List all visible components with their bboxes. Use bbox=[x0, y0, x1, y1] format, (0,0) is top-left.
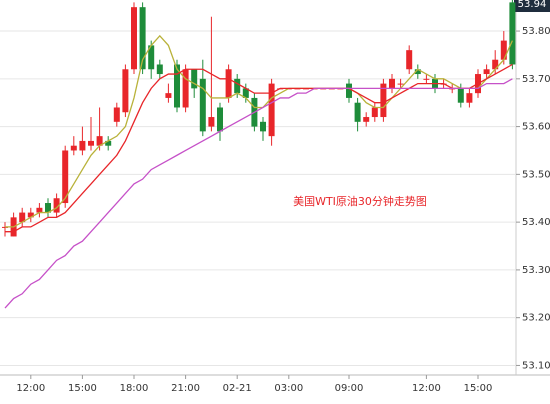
candle-body bbox=[354, 102, 361, 122]
candle-body bbox=[139, 7, 146, 70]
y-tick-label: 53.20 bbox=[522, 313, 550, 324]
candle-body bbox=[217, 107, 223, 132]
y-tick-label: 53.50 bbox=[522, 169, 550, 180]
candle-body bbox=[346, 83, 352, 98]
y-tick-label: 53.10 bbox=[522, 360, 550, 371]
candle-body bbox=[113, 107, 120, 122]
candle-body bbox=[483, 69, 490, 75]
candle-body bbox=[88, 140, 94, 146]
last-price-label: 53.94 bbox=[518, 0, 547, 10]
candle-body bbox=[371, 107, 378, 118]
x-tick-label: 15:00 bbox=[464, 383, 493, 394]
moving-average-line bbox=[5, 34, 513, 228]
y-tick-label: 53.40 bbox=[522, 217, 550, 228]
candle-body bbox=[234, 78, 241, 94]
candle-body bbox=[27, 212, 34, 218]
x-tick-label: 18:00 bbox=[120, 383, 149, 394]
candle-body bbox=[363, 117, 370, 122]
x-tick-label: 12:00 bbox=[412, 383, 441, 394]
candle-body bbox=[45, 203, 51, 213]
x-tick-label: 03:00 bbox=[274, 383, 303, 394]
y-tick-label: 53.60 bbox=[522, 122, 550, 133]
candle-body bbox=[165, 93, 172, 98]
candle-body bbox=[122, 69, 129, 113]
candle-body bbox=[148, 45, 155, 70]
y-tick-label: 53.80 bbox=[522, 26, 550, 37]
candle-body bbox=[225, 69, 232, 98]
candle-body bbox=[131, 7, 137, 70]
candle-body bbox=[492, 59, 499, 70]
candle-body bbox=[199, 78, 206, 132]
x-tick-label: 21:00 bbox=[171, 383, 200, 394]
candle-body bbox=[156, 64, 163, 75]
candle-body bbox=[406, 50, 413, 70]
candle-body bbox=[423, 78, 430, 80]
last-price-box bbox=[514, 0, 550, 12]
candle-body bbox=[268, 83, 275, 137]
x-tick-label: 09:00 bbox=[335, 383, 364, 394]
candle-body bbox=[70, 145, 77, 151]
candle-body bbox=[380, 83, 387, 118]
candle-body bbox=[414, 69, 421, 75]
candle-body bbox=[174, 64, 180, 108]
candle-body bbox=[466, 93, 473, 103]
candle-body bbox=[62, 150, 69, 204]
candle-body bbox=[36, 207, 43, 213]
candle-body bbox=[105, 140, 112, 146]
candle-body bbox=[260, 121, 266, 132]
candle-body bbox=[389, 78, 395, 89]
annotation: 美国WTI原油30分钟走势图 bbox=[293, 194, 427, 208]
candle-body bbox=[79, 140, 86, 151]
x-tick-label: 02-21 bbox=[223, 383, 252, 394]
y-tick-label: 53.30 bbox=[522, 265, 550, 276]
y-tick-label: 53.70 bbox=[522, 74, 550, 85]
candle-body bbox=[208, 117, 215, 127]
candle-body bbox=[242, 88, 249, 98]
candle-body bbox=[182, 69, 189, 108]
candle-body bbox=[53, 198, 60, 213]
moving-average-line bbox=[5, 63, 513, 233]
candle-body bbox=[457, 88, 464, 103]
moving-average-line bbox=[4, 78, 513, 309]
candle-body bbox=[397, 83, 404, 85]
x-tick-label: 12:00 bbox=[16, 383, 45, 394]
candle-body bbox=[509, 2, 516, 65]
candle-body bbox=[96, 136, 103, 146]
x-tick-label: 15:00 bbox=[68, 383, 97, 394]
candle-body bbox=[500, 40, 507, 60]
candle-body bbox=[19, 212, 26, 223]
candle-body bbox=[191, 69, 198, 89]
